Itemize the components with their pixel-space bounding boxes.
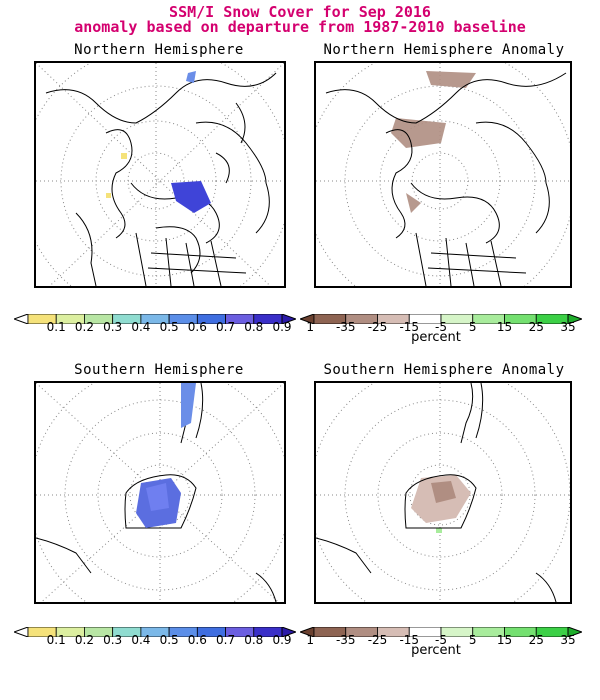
cover-tick-label: 1	[306, 320, 315, 334]
cover-colorbar-bottom-labels: 0.1 0.2 0.3 0.4 0.5 0.6 0.7 0.8 0.9 1	[0, 633, 314, 647]
sh-panel-title: Southern Hemisphere	[74, 362, 244, 378]
anomaly-tick-label: -35	[335, 633, 356, 647]
nh-anomaly-map	[314, 61, 572, 288]
cover-tick-label: 0.4	[131, 320, 151, 334]
cover-tick-label: 0.3	[103, 320, 123, 334]
anomaly-tick-label: 5	[468, 320, 477, 334]
anomaly-tick-label: -15	[399, 320, 420, 334]
nh-anomaly-panel-title: Northern Hemisphere Anomaly	[323, 42, 565, 58]
anomaly-tick-label: 35	[560, 320, 576, 334]
sh-anomaly-panel-title: Southern Hemisphere Anomaly	[323, 362, 565, 378]
anomaly-tick-label: 15	[496, 633, 513, 647]
anomaly-tick-label: 35	[560, 633, 576, 647]
anomaly-colorbar-bottom-labels: -35 -25 -15 -5 5 15 25 35	[0, 633, 600, 647]
sh-anomaly-map	[314, 381, 572, 604]
cover-tick-label: 0.5	[159, 320, 179, 334]
cover-tick-label: 0.3	[103, 633, 123, 647]
cover-tick-label: 0.2	[74, 633, 94, 647]
anomaly-colorbar-bottom	[298, 622, 584, 638]
anomaly-tick-label: 15	[496, 320, 513, 334]
anomaly-tick-label: -5	[435, 320, 447, 334]
cover-tick-label: 0.9	[272, 633, 292, 647]
cover-tick-label: 0.2	[74, 320, 94, 334]
cover-tick-label: 0.8	[244, 633, 264, 647]
cover-colorbar-top	[12, 309, 298, 325]
anomaly-tick-label: 25	[528, 320, 544, 334]
anomaly-tick-label: -35	[335, 320, 356, 334]
sh-snow-cover-map	[34, 381, 286, 604]
cover-tick-label: 0.7	[216, 320, 236, 334]
cover-colorbar-arrow-right	[281, 626, 298, 638]
cover-tick-label: 1	[306, 633, 315, 647]
anomaly-tick-label: 25	[528, 633, 544, 647]
anomaly-colorbar-arrow-right	[567, 626, 584, 638]
cover-colorbar-bottom	[12, 622, 298, 638]
cover-tick-label: 0.8	[244, 320, 264, 334]
nh-snow-cover-map	[34, 61, 286, 288]
cover-tick-label: 0.7	[216, 633, 236, 647]
cover-tick-label: 0.5	[159, 633, 179, 647]
anomaly-colorbar-top-labels: -35 -25 -15 -5 5 15 25 35	[0, 320, 600, 334]
anomaly-colorbar-arrow-right	[567, 313, 584, 325]
figure-title: SSM/I Snow Cover for Sep 2016	[169, 3, 431, 21]
cover-colorbar-arrow-right	[281, 313, 298, 325]
cover-colorbar-top-labels: 0.1 0.2 0.3 0.4 0.5 0.6 0.7 0.8 0.9 1	[0, 320, 314, 334]
figure-subtitle: anomaly based on departure from 1987-201…	[74, 18, 526, 36]
anomaly-unit-top: percent	[411, 330, 461, 345]
cover-tick-label: 0.1	[46, 633, 66, 647]
nh-panel-title: Northern Hemisphere	[74, 42, 244, 58]
anomaly-tick-label: -25	[367, 633, 388, 647]
cover-tick-label: 0.6	[187, 320, 207, 334]
cover-tick-label: 0.9	[272, 320, 292, 334]
anomaly-tick-label: -5	[435, 633, 447, 647]
anomaly-tick-label: -15	[399, 633, 420, 647]
cover-tick-label: 0.1	[46, 320, 66, 334]
cover-tick-label: 0.4	[131, 633, 151, 647]
anomaly-colorbar-top	[298, 309, 584, 325]
anomaly-tick-label: 5	[468, 633, 477, 647]
anomaly-unit-bottom: percent	[411, 643, 461, 658]
cover-tick-label: 0.6	[187, 633, 207, 647]
anomaly-tick-label: -25	[367, 320, 388, 334]
